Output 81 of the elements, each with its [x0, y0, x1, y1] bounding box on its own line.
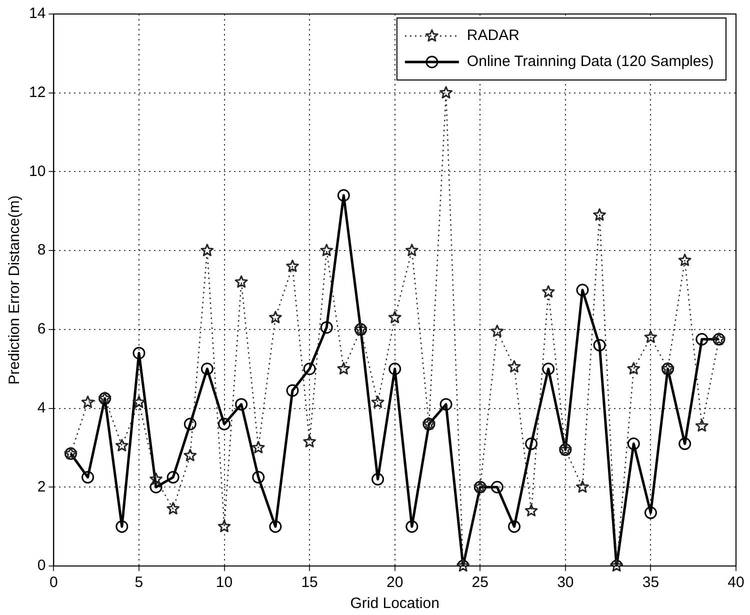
- legend-label: Online Trainning Data (120 Samples): [466, 53, 714, 70]
- point: [200, 244, 214, 256]
- y-tick-label: 12: [28, 84, 46, 101]
- point: [593, 338, 606, 352]
- x-tick-label: 40: [728, 574, 744, 592]
- x-axis-title: Grid Location: [350, 595, 440, 612]
- point: [166, 471, 180, 484]
- point: [490, 324, 504, 338]
- point: [678, 438, 692, 450]
- point: [81, 396, 94, 408]
- point: [508, 520, 520, 533]
- point: [406, 520, 418, 533]
- point: [525, 438, 538, 450]
- point: [524, 504, 538, 516]
- point: [610, 559, 624, 572]
- point: [116, 520, 128, 533]
- point: [150, 480, 162, 494]
- point: [82, 471, 94, 484]
- point: [372, 473, 384, 486]
- point: [576, 480, 589, 493]
- point: [268, 310, 282, 324]
- point: [132, 346, 146, 360]
- x-tick-label: 15: [301, 574, 318, 592]
- y-axis-title: Prediction Error Distance(m): [6, 195, 24, 385]
- point: [235, 398, 248, 411]
- point: [337, 362, 350, 374]
- point: [218, 520, 231, 532]
- point: [303, 435, 316, 448]
- point: [371, 396, 384, 408]
- point: [252, 471, 265, 484]
- point: [644, 330, 658, 343]
- point: [184, 448, 197, 462]
- point: [269, 520, 282, 533]
- y-tick-label: 2: [37, 478, 46, 496]
- x-tick-label: 25: [472, 574, 488, 592]
- point: [440, 398, 452, 411]
- y-tick-label: 6: [37, 320, 46, 338]
- point: [320, 244, 334, 256]
- legend-label: RADAR: [466, 27, 520, 44]
- y-tick-label: 14: [28, 5, 46, 22]
- point: [576, 284, 589, 296]
- point: [695, 419, 708, 432]
- point: [542, 285, 555, 298]
- point: [252, 440, 265, 454]
- point: [286, 260, 299, 272]
- point: [132, 396, 146, 408]
- x-tick-label: 5: [134, 574, 144, 592]
- point: [200, 362, 214, 376]
- point: [644, 506, 657, 520]
- point: [184, 418, 196, 430]
- point: [286, 384, 299, 397]
- x-tick-label: 35: [642, 574, 660, 592]
- x-tick-label: 20: [386, 574, 404, 592]
- y-tick-label: 8: [37, 242, 46, 259]
- point: [696, 333, 708, 346]
- point: [490, 480, 504, 494]
- y-tick-label: 10: [28, 162, 46, 180]
- x-tick-label: 0: [50, 574, 58, 592]
- y-tick-label: 0: [37, 557, 46, 574]
- point: [337, 189, 350, 202]
- point: [440, 86, 452, 98]
- x-tick-label: 10: [216, 574, 233, 592]
- point: [320, 321, 333, 334]
- point: [627, 362, 640, 374]
- point: [115, 438, 128, 452]
- point: [678, 254, 692, 266]
- point: [627, 438, 640, 450]
- point: [166, 502, 180, 514]
- point: [303, 362, 316, 376]
- point: [218, 418, 231, 430]
- point: [150, 472, 162, 485]
- x-tick-label: 30: [557, 574, 574, 592]
- point: [542, 362, 555, 376]
- point: [388, 362, 402, 376]
- point: [234, 275, 248, 288]
- point: [593, 208, 606, 221]
- point: [388, 310, 402, 324]
- point: [508, 360, 521, 372]
- point: [456, 559, 470, 572]
- y-tick-label: 4: [37, 399, 46, 416]
- point: [405, 244, 418, 256]
